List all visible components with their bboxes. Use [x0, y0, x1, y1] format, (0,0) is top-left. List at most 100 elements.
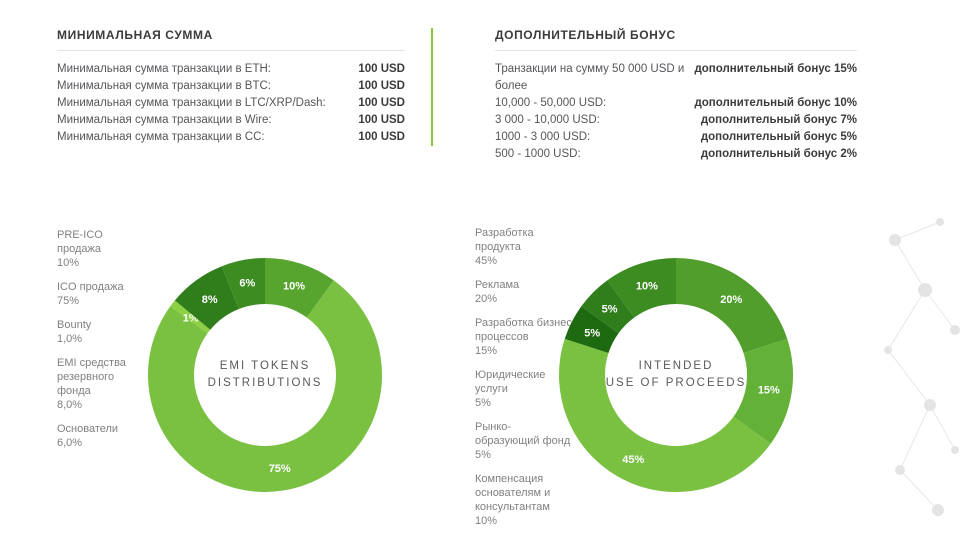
min-sum-title: МИНИМАЛЬНАЯ СУММА [57, 28, 213, 42]
legend-pct: 8,0% [57, 399, 83, 411]
legend-item: Реклама 20% [475, 278, 575, 306]
donut-slice-5% [581, 280, 635, 334]
donut-slice-10% [607, 258, 676, 318]
legend-label: ICO продажа [57, 281, 124, 293]
tokens-donut-center-label: EMI TOKENS DISTRIBUTIONS [147, 257, 383, 493]
row-label: Минимальная сумма транзакции в Wire: [57, 114, 272, 126]
row-value: дополнительный бонус 10% [694, 97, 857, 109]
legend-label: Bounty [57, 319, 92, 331]
legend-label: Компенсация основателям и консультантам [475, 473, 551, 513]
row-value: дополнительный бонус 15% [694, 63, 857, 75]
legend-label: Юридические услуги [475, 369, 546, 395]
info-section: МИНИМАЛЬНАЯ СУММА Минимальная сумма тран… [57, 28, 857, 163]
legend-label: Реклама [475, 279, 520, 291]
center-line: DISTRIBUTIONS [207, 377, 323, 389]
legend-pct: 15% [475, 345, 498, 357]
bonus-row: Транзакции на сумму 50 000 USD и более д… [495, 61, 857, 95]
bonus-row: 1000 - 3 000 USD: дополнительный бонус 5… [495, 129, 857, 146]
min-sum-row: Минимальная сумма транзакции в CC: 100 U… [57, 129, 405, 146]
legend-pct: 75% [57, 295, 80, 307]
bonus-row: 3 000 - 10,000 USD: дополнительный бонус… [495, 112, 857, 129]
legend-pct: 10% [57, 257, 80, 269]
min-sum-row: Минимальная сумма транзакции в Wire: 100… [57, 112, 405, 129]
donut-slice-1% [170, 300, 211, 334]
divider-line [57, 50, 405, 51]
donut-slice-8% [174, 266, 239, 330]
legend-pct: 5% [475, 397, 491, 409]
tokens-legend: PRE-ICO продажа 10% ICO продажа 75% Boun… [57, 228, 149, 460]
slice-percent-label: 6% [239, 278, 255, 290]
donut-slice-75% [148, 280, 382, 492]
row-label: 3 000 - 10,000 USD: [495, 114, 600, 126]
center-line: INTENDED [638, 360, 714, 372]
row-label: 10,000 - 50,000 USD: [495, 97, 607, 109]
row-value: 100 USD [358, 131, 405, 143]
slice-percent-label: 20% [720, 294, 742, 306]
legend-item: Юридические услуги 5% [475, 368, 575, 410]
legend-item: Разработка продукта 45% [475, 226, 575, 268]
min-sum-column: МИНИМАЛЬНАЯ СУММА Минимальная сумма тран… [57, 28, 405, 163]
legend-item: EMI средства резервного фонда 8,0% [57, 356, 149, 412]
row-label: Транзакции на сумму 50 000 USD и более [495, 63, 685, 92]
legend-label: Разработка бизнес процессов [475, 317, 572, 343]
row-value: 100 USD [358, 97, 405, 109]
legend-item: Компенсация основателям и консультантам … [475, 472, 575, 528]
min-sum-row: Минимальная сумма транзакции в LTC/XRP/D… [57, 95, 405, 112]
row-value: дополнительный бонус 5% [700, 131, 857, 143]
bonus-row: 500 - 1000 USD: дополнительный бонус 2% [495, 146, 857, 163]
row-value: 100 USD [358, 63, 405, 75]
proceeds-donut-center-label: INTENDED USE OF PROCEEDS [558, 257, 794, 493]
tokens-donut-svg: 10%75%1%8%6% [148, 258, 382, 492]
row-value: дополнительный бонус 7% [700, 114, 857, 126]
row-label: Минимальная сумма транзакции в BTC: [57, 80, 271, 92]
slice-percent-label: 10% [283, 281, 305, 293]
proceeds-donut-svg: 20% 15% 45% 5%5% 10% [559, 258, 793, 493]
legend-pct: 45% [475, 255, 498, 267]
slice-percent-label: 10% [636, 281, 658, 293]
legend-pct: 6,0% [57, 437, 83, 449]
donut-slice-6% [221, 258, 265, 309]
legend-item: Bounty 1,0% [57, 318, 149, 346]
row-value: 100 USD [358, 114, 405, 126]
row-value: дополнительный бонус 2% [700, 148, 857, 160]
slice-percent-label: 5% [602, 304, 618, 316]
legend-label: Основатели [57, 423, 119, 435]
tokens-donut-chart: 10% 75% 1% 8% 6% EMI TOKENS DISTRIBUTIONS [147, 257, 383, 493]
proceeds-donut-chart: 20% 15% 45% 5% 5% 10% INTENDED USE OF PROCEED… [558, 257, 794, 493]
slice-percent-label: 5% [584, 327, 600, 339]
center-line: USE OF PROCEEDS [605, 377, 747, 389]
row-label: Минимальная сумма транзакции в CC: [57, 131, 265, 143]
molecule-decoration [884, 218, 960, 516]
bonus-row: 10,000 - 50,000 USD: дополнительный бону… [495, 95, 857, 112]
slice-percent-label: 75% [269, 463, 291, 475]
divider-line [495, 50, 857, 51]
row-label: Минимальная сумма транзакции в ETH: [57, 63, 271, 75]
slice-percent-label: 15% [758, 385, 780, 397]
row-value: 100 USD [358, 80, 405, 92]
legend-pct: 1,0% [57, 333, 83, 345]
donut-slice-5% [564, 306, 619, 354]
min-sum-row: Минимальная сумма транзакции в ETH: 100 … [57, 61, 405, 78]
donut-slice-45% [559, 338, 771, 493]
green-vertical-divider [431, 28, 433, 146]
legend-item: ICO продажа 75% [57, 280, 149, 308]
bonus-column: ДОПОЛНИТЕЛЬНЫЙ БОНУС Транзакции на сумму… [495, 28, 857, 163]
center-line: EMI TOKENS [219, 360, 311, 372]
legend-pct: 5% [475, 449, 491, 461]
row-label: 1000 - 3 000 USD: [495, 131, 591, 143]
legend-label: EMI средства резервного фонда [57, 357, 126, 397]
min-sum-row: Минимальная сумма транзакции в BTC: 100 … [57, 78, 405, 95]
row-label: 500 - 1000 USD: [495, 148, 581, 160]
donut-slice-20% [676, 258, 788, 354]
legend-pct: 10% [475, 515, 498, 527]
bonus-title: ДОПОЛНИТЕЛЬНЫЙ БОНУС [495, 28, 676, 42]
legend-item: Основатели 6,0% [57, 422, 149, 450]
legend-item: PRE-ICO продажа 10% [57, 228, 149, 270]
legend-label: Разработка продукта [475, 227, 534, 253]
legend-label: Рынко-образующий фонд [475, 421, 571, 447]
legend-item: Рынко-образующий фонд 5% [475, 420, 575, 462]
proceeds-legend: Разработка продукта 45% Реклама 20% Разр… [475, 226, 575, 534]
legend-item: Разработка бизнес процессов 15% [475, 316, 575, 358]
row-label: Минимальная сумма транзакции в LTC/XRP/D… [57, 97, 326, 109]
